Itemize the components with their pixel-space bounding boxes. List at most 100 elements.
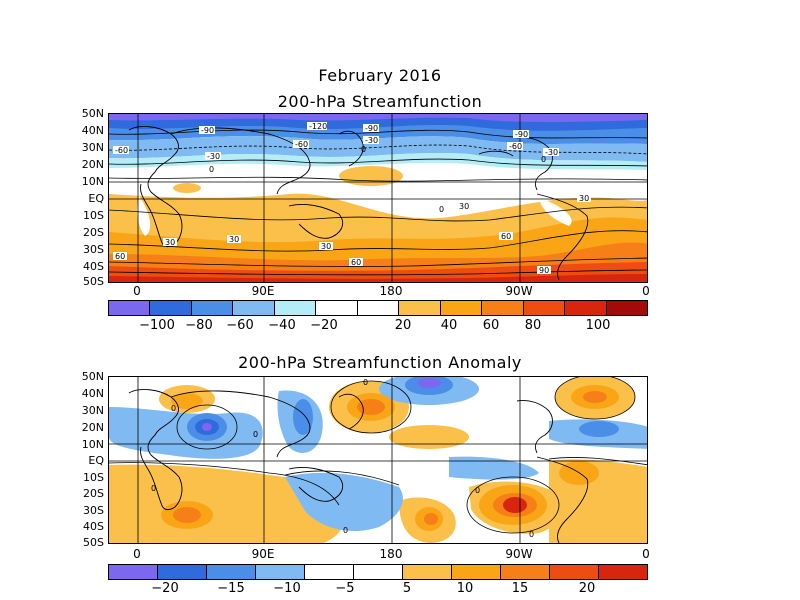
contour-label: 30 xyxy=(165,238,175,247)
colorbar-swatch xyxy=(606,301,648,315)
lat-label: 50S xyxy=(83,275,104,288)
anomaly-contour-labels: 0 0 0 0 0 0 0 xyxy=(151,378,534,539)
lon-label: 180 xyxy=(379,284,403,298)
contour-label: 90 xyxy=(539,266,549,275)
contour-label: 0 xyxy=(475,486,480,495)
colorbar-label: −80 xyxy=(185,318,213,333)
lat-label: 20N xyxy=(81,421,104,434)
contour-label: 0 xyxy=(439,205,444,214)
colorbar-swatch xyxy=(233,301,275,315)
contour-label: -30 xyxy=(207,152,220,161)
lat-label: 30N xyxy=(81,404,104,417)
contour-labels: -90 -120 -90 -60 -30 -60 -30 -90 -60 -30… xyxy=(113,122,591,275)
contour-label: -60 xyxy=(509,142,522,151)
lon-label: 0 xyxy=(133,284,141,298)
panel1-title: 200-hPa Streamfunction xyxy=(277,92,483,111)
streamfunction-anomaly-map: 0 0 0 0 0 0 0 xyxy=(108,376,648,544)
colorbar-swatch xyxy=(403,565,452,579)
contour-label: 0 xyxy=(361,145,366,154)
lat-label: 40S xyxy=(83,260,104,273)
main-title: February 2016 xyxy=(318,66,442,85)
colorbar-swatch xyxy=(523,301,566,315)
colorbar-label: −20 xyxy=(151,581,179,596)
lat-label: 40N xyxy=(81,124,104,137)
panel2-title: 200-hPa Streamfunction Anomaly xyxy=(238,353,522,372)
colorbar-label: 80 xyxy=(524,318,542,333)
contour-label: 30 xyxy=(321,242,331,251)
colorbar-label: 20 xyxy=(394,318,412,333)
colorbar-label: 40 xyxy=(440,318,458,333)
colorbar-label: 5 xyxy=(402,581,412,596)
colorbar-swatch xyxy=(274,301,317,315)
lon-label: 180 xyxy=(379,547,403,561)
colorbar-swatch xyxy=(440,301,483,315)
lon-label: 90W xyxy=(505,547,533,561)
colorbar-swatch xyxy=(316,301,358,315)
contour-label: -30 xyxy=(545,148,558,157)
lat-label: EQ xyxy=(88,454,104,467)
lat-label: 10N xyxy=(81,175,104,188)
lat-label: 10S xyxy=(83,209,104,222)
contour-label: -120 xyxy=(309,122,327,131)
lon-label: 0 xyxy=(642,284,650,298)
colorbar-label: 60 xyxy=(482,318,500,333)
contour-label: -60 xyxy=(295,140,308,149)
contour-label: 0 xyxy=(151,484,156,493)
lat-label: 30S xyxy=(83,243,104,256)
colorbar-label: 100 xyxy=(585,318,611,333)
colorbar-label: −40 xyxy=(268,318,296,333)
streamfunction-map: -90 -120 -90 -60 -30 -60 -30 -90 -60 -30… xyxy=(108,113,648,283)
colorbar-swatch xyxy=(399,301,441,315)
colorbar-swatch xyxy=(191,301,234,315)
contour-label: -90 xyxy=(515,130,528,139)
contour-label: 60 xyxy=(501,232,511,241)
colorbar-label: −15 xyxy=(217,581,245,596)
colorbar-label: −100 xyxy=(139,318,175,333)
lat-label: 20S xyxy=(83,487,104,500)
colorbar-label: −60 xyxy=(226,318,254,333)
colorbar-swatch xyxy=(482,301,524,315)
lat-label: 40N xyxy=(81,387,104,400)
colorbar-swatch xyxy=(565,301,607,315)
lat-label: EQ xyxy=(88,192,104,205)
contour-label: 60 xyxy=(115,252,125,261)
panel1-colorbar xyxy=(108,300,648,316)
lon-label: 90E xyxy=(251,284,275,298)
colorbar-label: −20 xyxy=(310,318,338,333)
contour-label: 60 xyxy=(351,258,361,267)
contour-label: 30 xyxy=(579,194,589,203)
lat-label: 20S xyxy=(83,226,104,239)
contour-label: 30 xyxy=(229,235,239,244)
colorbar-label: −5 xyxy=(335,581,355,596)
contour-label: 0 xyxy=(209,165,214,174)
lat-label: 20N xyxy=(81,158,104,171)
colorbar-swatch xyxy=(109,565,158,579)
colorbar-swatch xyxy=(357,301,400,315)
colorbar-swatch xyxy=(207,565,256,579)
lat-label: 40S xyxy=(83,520,104,533)
colorbar-label: 10 xyxy=(456,581,474,596)
colorbar-swatch xyxy=(354,565,403,579)
colorbar-swatch xyxy=(150,301,192,315)
lon-label: 90W xyxy=(505,284,533,298)
lat-label: 50N xyxy=(81,370,104,383)
contour-label: 0 xyxy=(363,378,368,387)
colorbar-swatch xyxy=(256,565,305,579)
lat-label: 10N xyxy=(81,438,104,451)
colorbar-swatch xyxy=(550,565,599,579)
contour-label: -90 xyxy=(201,126,214,135)
colorbar-swatch xyxy=(452,565,501,579)
colorbar-swatch xyxy=(305,565,354,579)
colorbar-label: 20 xyxy=(578,581,596,596)
contour-label: -90 xyxy=(365,124,378,133)
lat-label: 30N xyxy=(81,141,104,154)
contour-label: -60 xyxy=(115,146,128,155)
lat-label: 50S xyxy=(83,536,104,549)
colorbar-swatch xyxy=(158,565,207,579)
lat-label: 10S xyxy=(83,471,104,484)
lon-label: 90E xyxy=(251,547,275,561)
contour-label: 0 xyxy=(529,530,534,539)
lon-label: 0 xyxy=(642,547,650,561)
contour-label: 0 xyxy=(171,404,176,413)
contour-label: -30 xyxy=(365,136,378,145)
